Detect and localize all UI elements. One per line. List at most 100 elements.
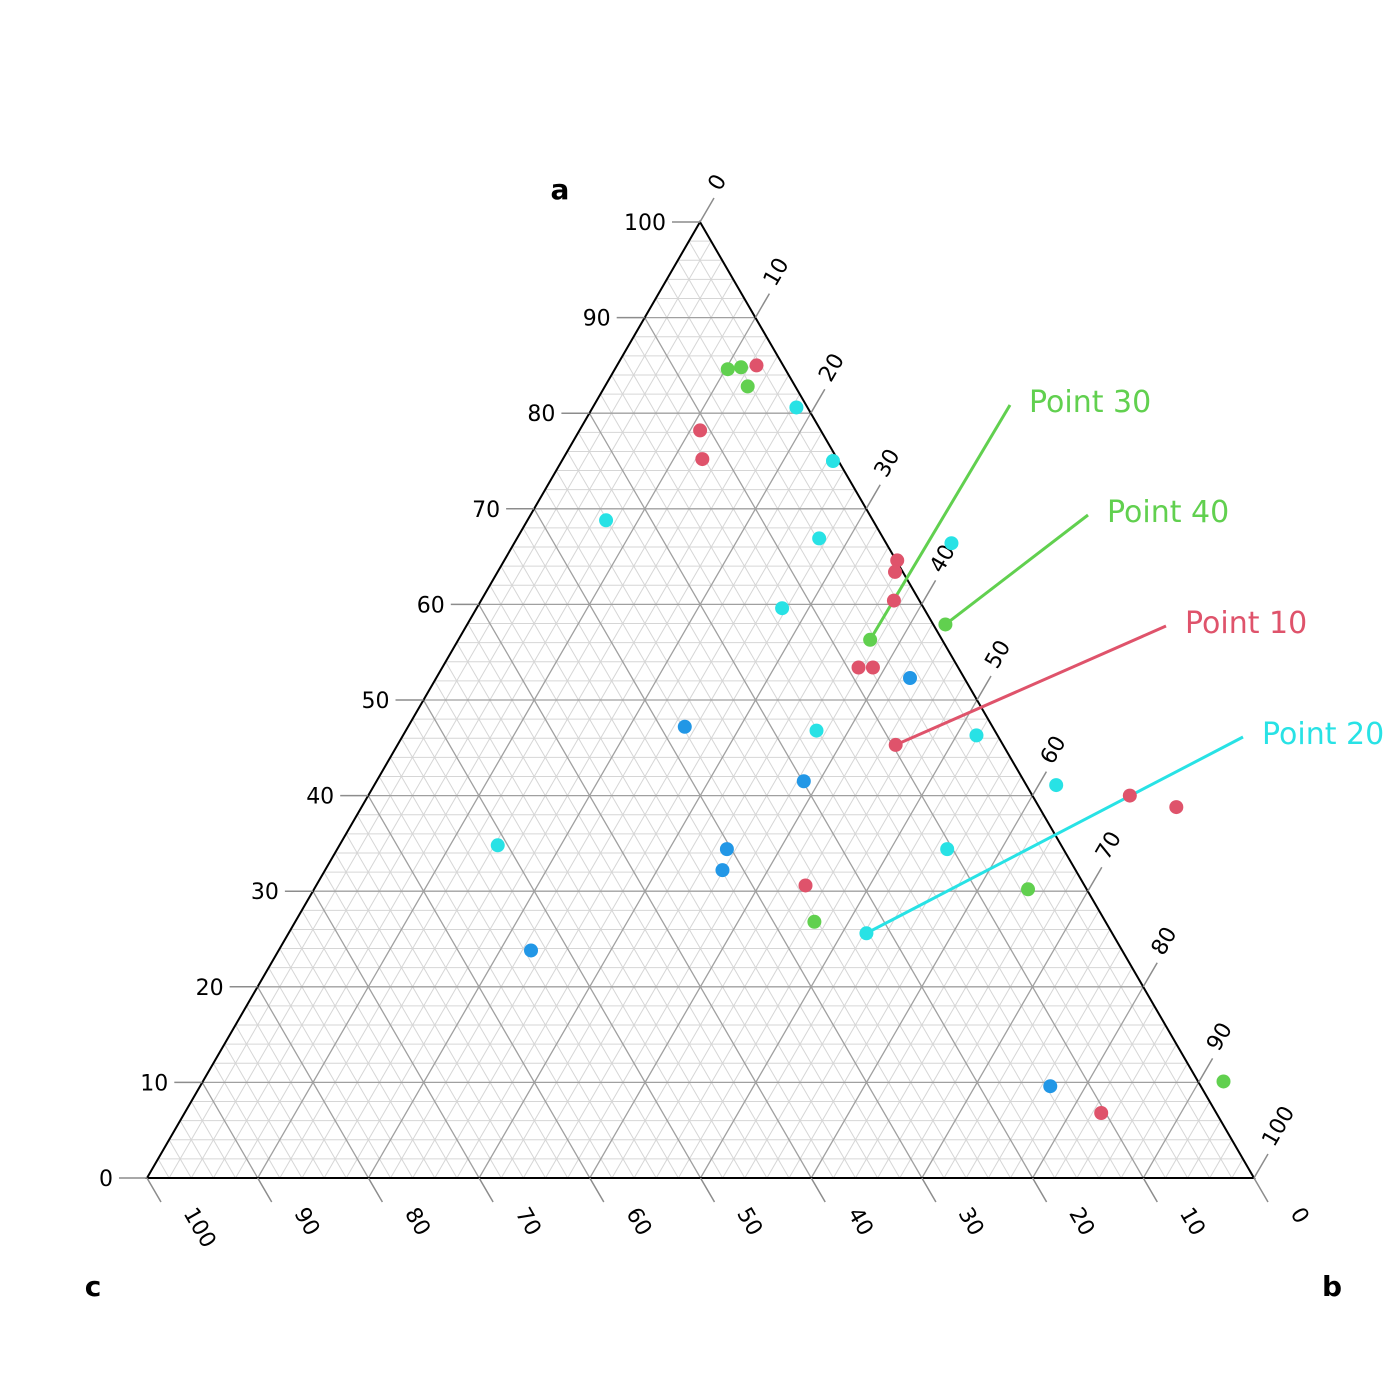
minor-gridline-b xyxy=(1076,1024,1166,1179)
minor-gridline-b xyxy=(633,642,945,1179)
b-tick-label: 60 xyxy=(1036,732,1072,769)
axis-a-label: a xyxy=(551,173,570,206)
a-tick-label: 10 xyxy=(140,1071,168,1096)
b-tick xyxy=(976,675,992,701)
b-tick xyxy=(920,580,937,605)
major-gridline-b xyxy=(921,890,1089,1179)
minor-gridline-c xyxy=(378,776,613,1179)
minor-gridline-c xyxy=(500,565,856,1179)
data-point xyxy=(888,564,903,579)
minor-gridline-c xyxy=(190,1101,236,1179)
data-point xyxy=(944,536,959,551)
c-tick-label: 90 xyxy=(289,1204,325,1241)
data-point xyxy=(740,379,755,394)
c-tick xyxy=(1142,1177,1158,1203)
minor-gridline-b xyxy=(788,776,1022,1179)
data-point xyxy=(720,362,735,377)
b-tick-label: 80 xyxy=(1147,923,1183,960)
minor-gridline-c xyxy=(434,680,724,1179)
minor-gridline-c xyxy=(235,1024,325,1179)
data-point xyxy=(789,400,804,415)
minor-gridline-c xyxy=(577,432,1011,1179)
major-gridline-c xyxy=(312,890,480,1179)
axis-c-label: c xyxy=(85,1270,102,1303)
b-tick-label: 10 xyxy=(759,254,795,291)
c-tick xyxy=(1253,1177,1269,1203)
data-point xyxy=(693,423,708,438)
major-gridline-b xyxy=(1032,986,1144,1179)
c-tick-label: 60 xyxy=(621,1204,657,1241)
minor-gridline-b xyxy=(1187,1120,1222,1179)
c-tick-label: 100 xyxy=(178,1204,221,1253)
a-tick-label: 60 xyxy=(417,593,445,618)
major-gridline-b xyxy=(257,317,756,1179)
minor-gridline-c xyxy=(290,929,436,1179)
minor-gridline-b xyxy=(744,737,1000,1179)
minor-grid xyxy=(157,240,1244,1179)
minor-gridline-b xyxy=(345,393,801,1179)
data-point xyxy=(886,593,901,608)
data-point xyxy=(969,728,984,743)
c-tick-label: 10 xyxy=(1174,1204,1210,1241)
data-point xyxy=(888,737,903,752)
data-point xyxy=(859,926,874,941)
a-tick-label: 70 xyxy=(472,498,500,523)
data-point xyxy=(1122,788,1137,803)
data-point xyxy=(734,360,749,375)
minor-gridline-c xyxy=(456,642,768,1179)
minor-gridline-c xyxy=(688,240,1233,1179)
c-tick-label: 50 xyxy=(731,1204,767,1241)
major-gridline-c xyxy=(422,699,702,1179)
c-tick-label: 30 xyxy=(953,1204,989,1241)
major-gridline-b xyxy=(810,795,1033,1179)
minor-gridline-c xyxy=(246,1005,347,1179)
axis-b-label: b xyxy=(1322,1270,1342,1303)
data-point xyxy=(677,719,692,734)
major-gridline-c xyxy=(367,795,591,1179)
c-tick xyxy=(699,1177,716,1203)
c-tick xyxy=(810,1177,826,1203)
minor-gridline-c xyxy=(622,355,1100,1179)
b-tick xyxy=(1197,1058,1214,1083)
data-point xyxy=(1021,882,1036,897)
minor-gridline-b xyxy=(877,852,1067,1179)
minor-gridline-c xyxy=(666,279,1189,1179)
b-tick-label: 50 xyxy=(981,636,1017,673)
b-tick-label: 100 xyxy=(1258,1102,1301,1151)
c-tick xyxy=(589,1177,605,1203)
minor-gridline-b xyxy=(655,661,956,1179)
minor-gridline-b xyxy=(1054,1005,1155,1179)
data-point xyxy=(825,454,840,468)
callout-label: Point 20 xyxy=(1262,717,1384,752)
minor-gridline-c xyxy=(268,967,391,1179)
data-point xyxy=(890,553,905,568)
a-tick-label: 100 xyxy=(624,211,666,236)
b-tick xyxy=(754,293,771,318)
callout-line xyxy=(895,624,1167,747)
minor-gridline-b xyxy=(832,814,1044,1179)
minor-gridline-c xyxy=(301,910,458,1179)
minor-gridline-b xyxy=(1165,1101,1211,1179)
data-point xyxy=(490,838,505,853)
callout-line xyxy=(865,735,1244,935)
minor-gridline-b xyxy=(567,585,911,1179)
minor-gridline-b xyxy=(168,240,712,1179)
data-point xyxy=(903,671,918,686)
c-tick xyxy=(146,1177,162,1203)
minor-gridline-c xyxy=(389,757,635,1179)
data-point xyxy=(851,660,866,675)
minor-gridline-b xyxy=(1010,967,1133,1179)
c-tick xyxy=(478,1177,494,1203)
a-tick-label: 30 xyxy=(251,880,279,905)
data-point xyxy=(807,914,822,929)
data-point xyxy=(812,531,827,546)
minor-gridline-b xyxy=(677,680,967,1179)
data-point xyxy=(809,723,824,738)
minor-gridline-c xyxy=(489,585,834,1179)
minor-gridline-c xyxy=(400,737,657,1179)
major-gridline-b xyxy=(478,508,867,1179)
c-tick xyxy=(1031,1177,1048,1203)
major-gridline-c xyxy=(257,986,369,1179)
minor-gridline-c xyxy=(179,1120,214,1179)
minor-gridline-c xyxy=(511,546,879,1179)
